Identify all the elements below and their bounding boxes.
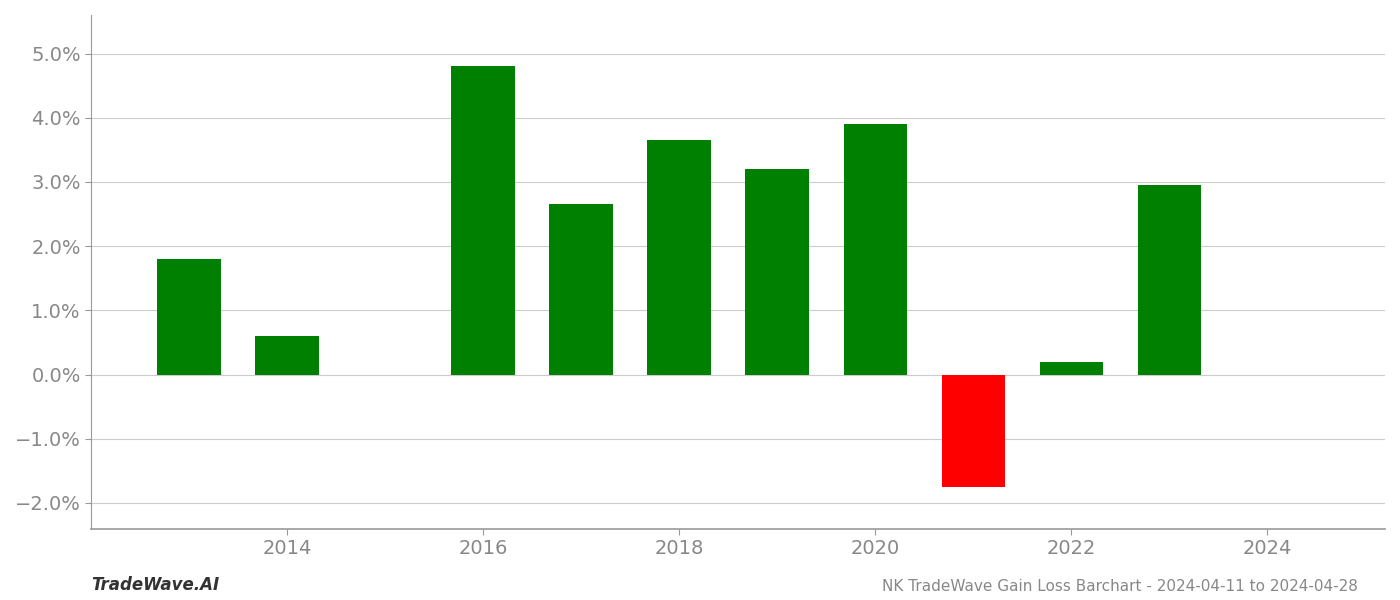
Text: TradeWave.AI: TradeWave.AI [91, 576, 220, 594]
Bar [647, 140, 711, 374]
Bar [942, 374, 1005, 487]
Text: NK TradeWave Gain Loss Barchart - 2024-04-11 to 2024-04-28: NK TradeWave Gain Loss Barchart - 2024-0… [882, 579, 1358, 594]
Bar [844, 124, 907, 374]
Bar [1040, 362, 1103, 374]
Bar [157, 259, 221, 374]
Bar [1138, 185, 1201, 374]
Bar [255, 336, 319, 374]
Bar [451, 67, 515, 374]
Bar [549, 205, 613, 374]
Bar [745, 169, 809, 374]
